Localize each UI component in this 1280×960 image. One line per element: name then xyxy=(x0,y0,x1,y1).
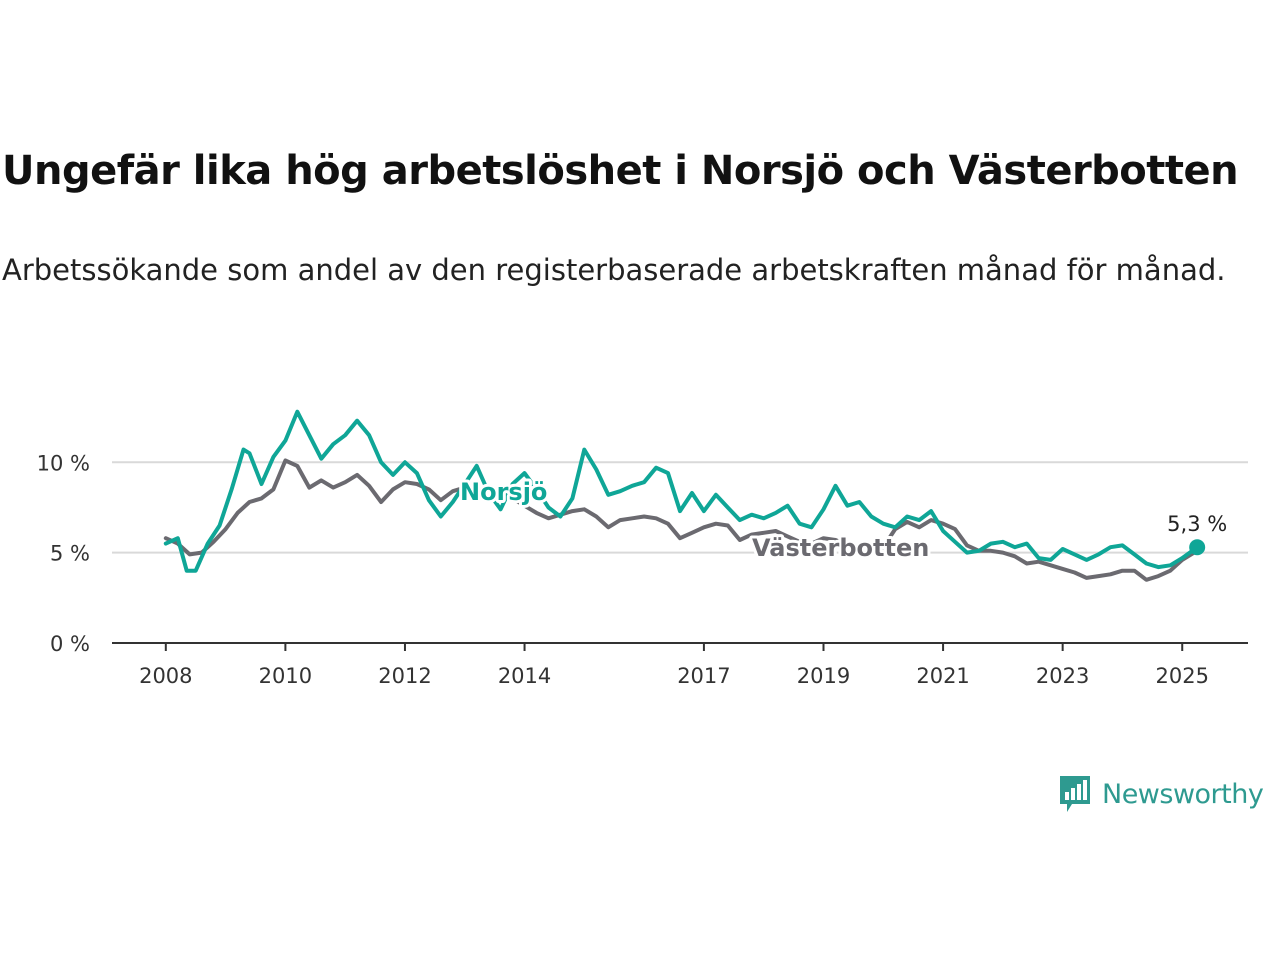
unemployment-line-chart: 0 %5 %10 % 2008 2010 2012 2014 2017 2019 2021 2… xyxy=(37,409,1248,688)
x-tick-label: 2021 xyxy=(916,664,969,688)
x-tick-label: 2012 xyxy=(378,664,431,688)
series-line-vasterbotten xyxy=(163,458,1197,582)
x-axis-ticks: 2008 2010 2012 2014 2017 2019 2021 2023 2025 xyxy=(139,643,1209,688)
series-label-norsjo: Norsjö xyxy=(460,478,547,506)
y-axis-ticks: 0 % 5 % 10 % xyxy=(37,451,90,656)
x-tick-label: 2014 xyxy=(498,664,551,688)
y-tick-label: 5 % xyxy=(50,542,90,566)
series-labels: Västerbotten Norsjö 5,3 % xyxy=(457,475,1227,565)
newsworthy-logo-icon xyxy=(1060,776,1090,812)
y-tick-label: 0 % xyxy=(50,632,90,656)
page-subtitle: Arbetssökande som andel av den registerb… xyxy=(2,253,1226,287)
x-tick-label: 2019 xyxy=(797,664,850,688)
brand-logo: Newsworthy xyxy=(1058,774,1264,814)
series-lines xyxy=(163,409,1200,582)
end-value-label: 5,3 % xyxy=(1167,512,1227,536)
x-tick-label: 2008 xyxy=(139,664,192,688)
x-tick-label: 2025 xyxy=(1156,664,1209,688)
y-tick-label: 10 % xyxy=(37,451,90,475)
x-tick-label: 2010 xyxy=(259,664,312,688)
end-point-norsjo xyxy=(1189,539,1206,556)
series-label-vasterbotten: Västerbotten xyxy=(752,534,929,562)
series-line-norsjo xyxy=(163,409,1200,573)
x-tick-label: 2017 xyxy=(677,664,730,688)
brand-name: Newsworthy xyxy=(1102,778,1264,810)
x-tick-label: 2023 xyxy=(1036,664,1089,688)
page-title: Ungefär lika hög arbetslöshet i Norsjö o… xyxy=(2,148,1239,194)
